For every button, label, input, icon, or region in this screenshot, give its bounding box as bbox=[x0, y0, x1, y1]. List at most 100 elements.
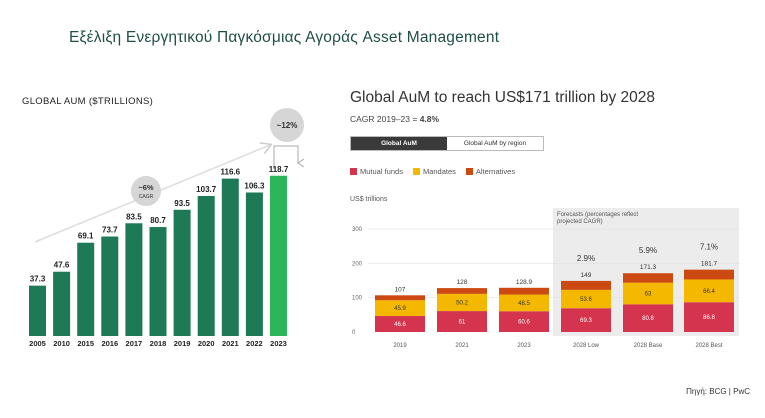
right-x-tick-label: 2023 bbox=[517, 343, 531, 349]
left-bar-value-label: 69.1 bbox=[78, 232, 94, 241]
right-bar-mandates bbox=[561, 289, 611, 309]
legend-item-mutual-funds: Mutual funds bbox=[350, 167, 403, 176]
left-bar-value-label: 93.5 bbox=[174, 199, 190, 208]
legend-swatch-alternatives bbox=[465, 168, 473, 175]
left-bar-2018 bbox=[149, 227, 167, 336]
left-bar-value-label: 116.6 bbox=[221, 168, 241, 177]
right-bar-mandates bbox=[499, 294, 549, 312]
growth-badge-text: ~12% bbox=[277, 121, 298, 130]
left-x-tick-label: 2010 bbox=[53, 339, 70, 348]
right-segment-label: 86.8 bbox=[703, 315, 715, 321]
right-y-tick-label: 100 bbox=[352, 296, 363, 302]
left-bar-value-label: 73.7 bbox=[102, 226, 118, 235]
right-bar-mutual-funds bbox=[561, 308, 611, 332]
right-y-tick-label: 200 bbox=[352, 261, 363, 267]
forecast-cagr-label: 5.9% bbox=[639, 246, 657, 255]
left-bar-value-label: 106.3 bbox=[244, 181, 265, 190]
legend-item-mandates: Mandates bbox=[412, 167, 456, 176]
tab-global-aum[interactable]: Global AuM bbox=[351, 137, 447, 150]
forecast-note-line-2: projected CAGR) bbox=[557, 219, 603, 225]
right-bar-mutual-funds bbox=[623, 304, 673, 332]
left-bar-2016 bbox=[101, 236, 119, 336]
left-bar-2019 bbox=[173, 209, 191, 336]
left-bar-value-label: 83.5 bbox=[126, 212, 142, 221]
tab-global-aum-by-region[interactable]: Global AuM by region bbox=[463, 140, 527, 147]
right-total-label: 171.3 bbox=[640, 264, 657, 271]
right-segment-label: 60.6 bbox=[518, 320, 530, 326]
left-bar-2015 bbox=[77, 242, 95, 336]
right-x-tick-label: 2028 Base bbox=[634, 343, 663, 349]
right-total-label: 128 bbox=[457, 279, 468, 286]
right-bar-mutual-funds bbox=[499, 311, 549, 332]
left-x-tick-label: 2020 bbox=[198, 339, 215, 348]
left-bar-2023 bbox=[270, 175, 287, 336]
right-y-tick-label: 0 bbox=[352, 330, 356, 336]
right-total-label: 181.7 bbox=[701, 261, 718, 268]
left-chart: 37.3 2005 47.6 2010 69.1 2015 73.7 2016 83.5 2017… bbox=[29, 108, 304, 348]
right-segment-label: 63 bbox=[645, 291, 652, 297]
right-bar-alternatives bbox=[684, 269, 734, 280]
right-segment-label: 66.4 bbox=[703, 289, 715, 295]
right-total-label: 149 bbox=[581, 272, 592, 279]
page-title: Εξέλιξη Ενεργητικού Παγκόσμιας Αγοράς As… bbox=[69, 29, 500, 46]
left-x-tick-label: 2018 bbox=[150, 339, 167, 348]
right-bar-mutual-funds bbox=[684, 302, 734, 332]
left-x-tick-label: 2021 bbox=[222, 339, 239, 348]
right-bar-mandates bbox=[437, 293, 487, 312]
left-bar-2017 bbox=[125, 223, 143, 336]
right-bar-mutual-funds bbox=[375, 316, 425, 332]
right-bar-alternatives bbox=[561, 280, 611, 290]
left-x-tick-label: 2019 bbox=[174, 339, 191, 348]
left-bar-2005 bbox=[29, 285, 46, 336]
right-total-label: 128.9 bbox=[516, 279, 533, 286]
right-total-label: 107 bbox=[395, 286, 406, 293]
right-bar-mutual-funds bbox=[437, 311, 487, 332]
left-chart-title: GLOBAL AUM ($TRILLIONS) bbox=[22, 96, 154, 107]
right-segment-label: 61 bbox=[459, 320, 466, 326]
cagr-badge-label: CAGR bbox=[139, 194, 154, 200]
legend-label-alternatives: Alternatives bbox=[475, 167, 516, 176]
forecast-cagr-label: 2.9% bbox=[577, 254, 595, 263]
left-bar-value-label: 80.7 bbox=[150, 216, 166, 225]
left-bar-value-label: 103.7 bbox=[196, 185, 217, 194]
left-bar-value-label: 47.6 bbox=[54, 261, 70, 270]
left-x-tick-label: 2016 bbox=[101, 339, 118, 348]
y-axis-unit: US$ trillions bbox=[350, 196, 388, 203]
right-x-tick-label: 2019 bbox=[393, 343, 407, 349]
left-x-tick-label: 2005 bbox=[29, 339, 46, 348]
left-bar-value-label: 118.7 bbox=[269, 165, 289, 174]
forecast-shade bbox=[553, 208, 739, 336]
right-chart-title: Global AuM to reach US$171 trillion by 2… bbox=[350, 89, 656, 106]
right-x-tick-label: 2028 Best bbox=[695, 343, 722, 349]
legend-label-mandates: Mandates bbox=[422, 167, 456, 176]
right-segment-label: 48.5 bbox=[518, 301, 530, 307]
left-x-tick-label: 2022 bbox=[246, 339, 263, 348]
left-x-tick-label: 2017 bbox=[126, 339, 143, 348]
legend: Mutual funds Mandates Alternatives bbox=[350, 167, 515, 176]
right-bar-alternatives bbox=[375, 295, 425, 301]
left-bar-2010 bbox=[53, 271, 71, 336]
left-x-tick-label: 2023 bbox=[270, 339, 287, 348]
legend-swatch-mandates bbox=[412, 168, 420, 175]
cagr-subtitle: CAGR 2019–23 = 4.8% bbox=[350, 114, 439, 124]
right-x-tick-label: 2028 Low bbox=[573, 343, 600, 349]
left-bar-2021 bbox=[221, 178, 239, 336]
forecast-note: Forecasts (percentages reflect projected… bbox=[557, 212, 640, 225]
right-bar-alternatives bbox=[437, 288, 487, 294]
forecast-note-line-1: Forecasts (percentages reflect bbox=[557, 212, 638, 218]
growth-bracket bbox=[273, 145, 298, 169]
growth-badge bbox=[270, 108, 304, 142]
cagr-subtitle-value: 4.8% bbox=[419, 114, 440, 124]
left-bar-value-label: 37.3 bbox=[30, 275, 46, 284]
left-bar-2020 bbox=[197, 196, 215, 336]
right-segment-label: 53.6 bbox=[580, 297, 592, 303]
cagr-subtitle-prefix: CAGR 2019–23 = bbox=[350, 114, 420, 124]
right-bar-mandates bbox=[623, 282, 673, 305]
cagr-badge-pct: ~6% bbox=[138, 183, 154, 192]
right-bar-mandates bbox=[684, 279, 734, 303]
right-segment-label: 69.3 bbox=[580, 318, 592, 324]
right-bar-alternatives bbox=[499, 287, 549, 295]
forecast-cagr-label: 7.1% bbox=[700, 243, 718, 252]
right-bar-mandates bbox=[375, 300, 425, 317]
right-x-tick-label: 2021 bbox=[455, 343, 469, 349]
